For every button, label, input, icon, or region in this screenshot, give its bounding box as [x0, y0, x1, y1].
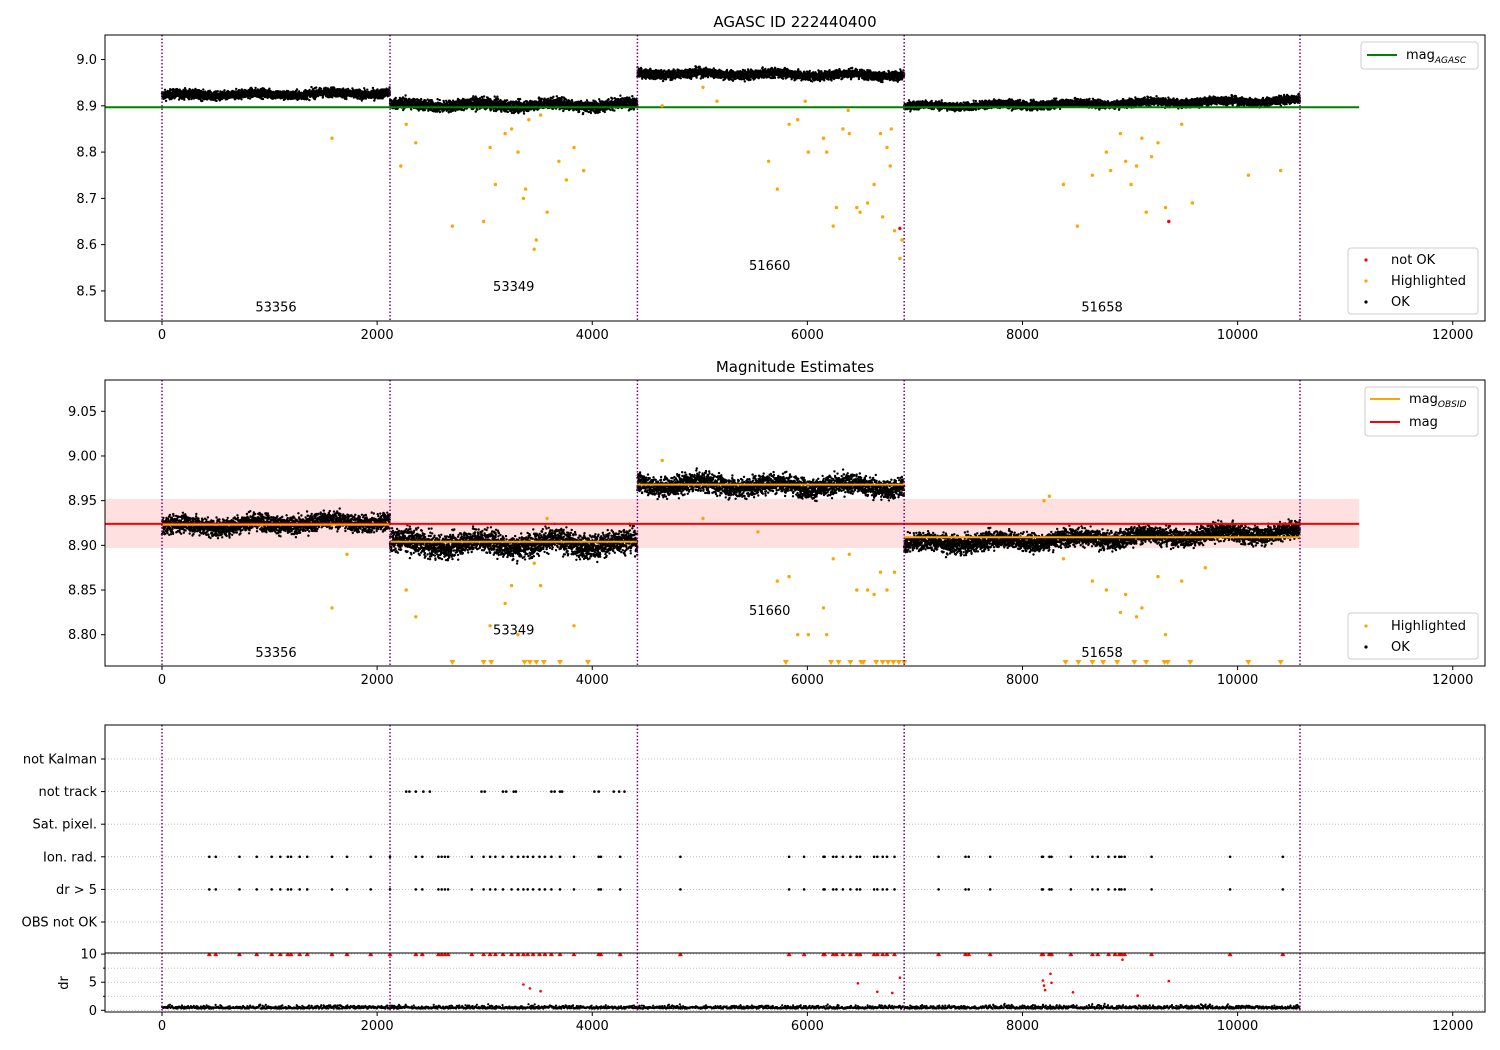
ok-point	[183, 87, 187, 90]
ok-point	[215, 99, 218, 102]
ok-point	[315, 86, 318, 89]
ok-point	[410, 108, 413, 111]
ok-point	[394, 96, 397, 100]
ok-point	[216, 90, 219, 93]
ok-point	[184, 88, 187, 92]
ok-point	[597, 102, 600, 106]
ok-point	[177, 98, 181, 101]
ok-point	[235, 87, 238, 91]
ok-point	[201, 99, 204, 103]
ok-point	[261, 97, 265, 101]
ok-point	[363, 87, 366, 90]
ok-point	[522, 110, 525, 113]
ok-point	[631, 95, 634, 98]
ok-point	[254, 86, 257, 90]
ok-point	[607, 98, 610, 101]
ok-point	[371, 86, 375, 90]
ok-point	[619, 94, 622, 97]
ok-point	[500, 110, 503, 113]
ok-point	[522, 112, 526, 115]
ok-point	[202, 88, 205, 91]
ok-point	[490, 108, 493, 111]
ok-point	[163, 88, 167, 92]
ok-point	[613, 109, 616, 112]
ok-point	[178, 88, 181, 91]
ok-point	[547, 97, 550, 101]
ok-point	[664, 78, 668, 81]
ok-point	[505, 99, 509, 102]
ok-point	[476, 108, 479, 111]
ok-point	[268, 87, 271, 90]
ok-point	[373, 99, 376, 102]
ok-point	[308, 98, 311, 102]
ok-point	[603, 110, 606, 114]
ok-point	[346, 87, 350, 91]
ok-point	[310, 85, 313, 89]
ok-point	[506, 110, 509, 114]
ok-point	[552, 95, 555, 99]
ok-point	[611, 97, 614, 100]
ok-point	[609, 108, 612, 112]
ok-point	[199, 91, 202, 95]
ok-point	[404, 94, 407, 97]
ok-point	[582, 111, 585, 115]
ok-point	[438, 110, 442, 114]
ok-point	[366, 88, 369, 91]
ok-point	[306, 97, 309, 101]
ok-point	[496, 97, 500, 101]
ok-point	[345, 97, 348, 101]
ok-point	[661, 79, 665, 83]
ok-point	[238, 89, 241, 92]
ok-point	[438, 98, 441, 102]
ok-point	[493, 95, 496, 98]
ok-point	[474, 110, 477, 113]
ok-point	[194, 87, 197, 91]
agasc-magnitude-panel: AGASC ID 222440400 53356533495166051658 …	[76, 13, 1486, 343]
ok-point	[518, 97, 522, 101]
ok-point	[164, 99, 168, 103]
ok-point	[187, 98, 191, 101]
ok-point	[172, 87, 175, 91]
ok-point	[496, 95, 499, 98]
ok-point	[420, 97, 423, 101]
panel1-title: AGASC ID 222440400	[713, 13, 876, 31]
ok-point	[472, 95, 475, 98]
ok-point	[190, 97, 193, 101]
ok-point	[240, 98, 243, 101]
ok-point	[560, 98, 563, 101]
ok-point	[482, 95, 486, 98]
ok-point	[183, 98, 186, 101]
ok-point	[598, 98, 601, 101]
ok-point	[423, 108, 426, 112]
panel1-data-layer	[105, 35, 1360, 321]
ok-point	[640, 67, 643, 71]
ok-point	[578, 110, 581, 113]
ok-point	[589, 111, 593, 115]
ok-point	[295, 88, 299, 91]
ok-point	[223, 89, 226, 92]
ok-point	[436, 98, 439, 101]
